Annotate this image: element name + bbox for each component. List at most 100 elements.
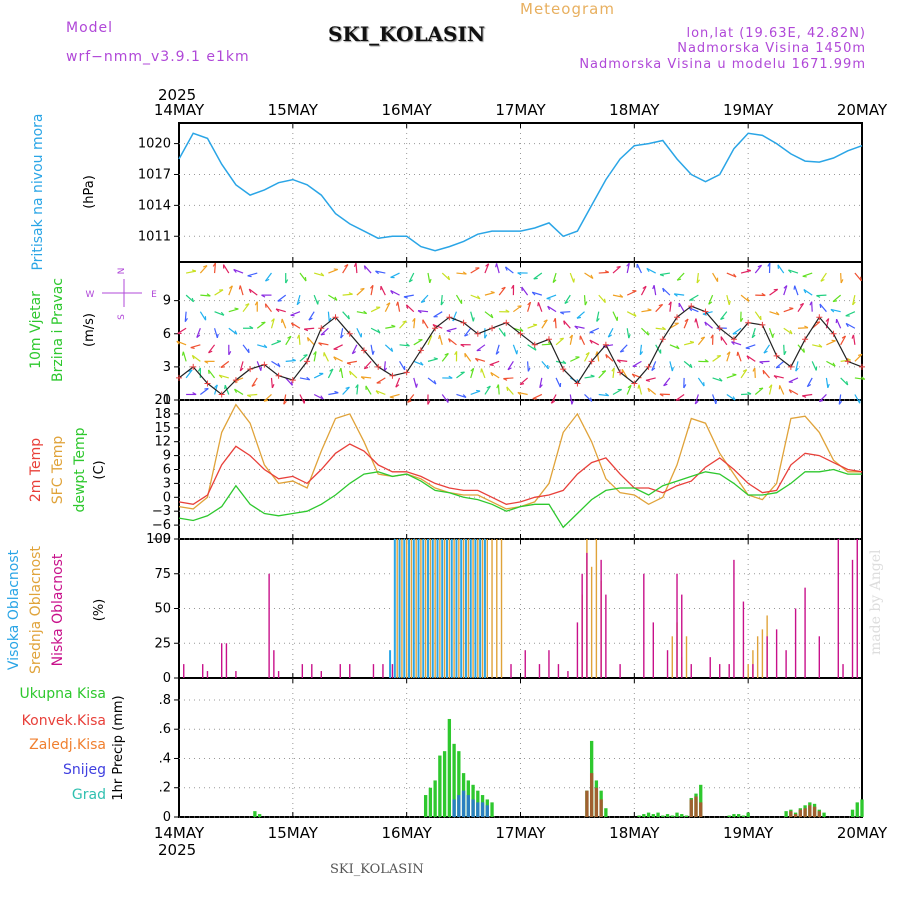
wind-arrow <box>228 285 233 296</box>
wind-arrow-head <box>627 384 632 389</box>
bar-precip-total <box>651 814 655 817</box>
wind-arrow-head <box>276 340 281 342</box>
wind-arrow-head <box>218 374 223 379</box>
wind-arrow <box>626 311 637 317</box>
wind-arrow <box>242 303 250 313</box>
wind-arrow <box>299 377 310 381</box>
wind-gust-marker <box>176 374 182 381</box>
wind-arrow-head <box>732 373 737 376</box>
wind-arrow-head <box>501 286 506 290</box>
wind-arrow-head <box>840 279 844 284</box>
wind-arrow-head <box>537 302 540 307</box>
meteogram-label: Meteogram <box>520 0 615 18</box>
series-line-pressure <box>178 132 863 252</box>
wind-arrow <box>598 393 609 397</box>
wind-arrow-head <box>460 344 465 348</box>
wind-arrow <box>470 294 481 300</box>
wind-arrow <box>464 352 472 362</box>
wind-arrow <box>569 394 573 405</box>
wind-arrow-head <box>642 285 647 289</box>
wind-arrow <box>385 325 396 329</box>
bar-precip-convective <box>793 814 798 817</box>
wind-arrow-head <box>559 337 564 340</box>
wind-arrow <box>363 360 372 370</box>
bar-precip-total <box>675 812 679 817</box>
y-tick-label: 6 <box>163 327 171 342</box>
wind-arrow <box>537 302 543 312</box>
wind-arrow-head <box>671 367 674 372</box>
wind-arrow <box>228 308 239 313</box>
wind-arrow <box>659 272 671 276</box>
wind-arrow <box>185 294 194 303</box>
wind-arrow <box>564 294 571 304</box>
wind-arrow-head <box>333 356 337 361</box>
wind-arrow <box>726 272 737 278</box>
panel-clouds: 0 25 50 75 100 <box>146 532 863 686</box>
wind-arrow <box>688 307 699 313</box>
wind-gust-marker <box>375 363 382 370</box>
wind-arrow <box>495 263 500 274</box>
wind-arrow-head <box>261 321 266 324</box>
wind-arrow <box>484 311 494 319</box>
wind-arrow <box>356 311 367 315</box>
wind-arrow-head <box>838 400 843 405</box>
wind-arrow <box>726 294 730 305</box>
y-tick-label: .8 <box>159 693 171 708</box>
wind-arrow <box>712 355 722 362</box>
wind-arrow <box>632 360 642 367</box>
wind-arrow-head <box>247 275 252 278</box>
wind-arrow-head <box>390 290 394 295</box>
wind-arrow-head <box>773 375 778 379</box>
wind-arrow <box>797 344 805 353</box>
wind-arrow <box>647 387 657 395</box>
wind-arrow <box>290 311 301 316</box>
wind-arrow-head <box>421 300 426 304</box>
wind-arrow <box>234 388 244 395</box>
wind-arrow-head <box>832 300 838 303</box>
wind-arrow-head <box>476 295 481 300</box>
y-tick-label: 3 <box>163 360 171 375</box>
wind-arrow <box>342 293 353 296</box>
wind-arrow-head <box>220 311 225 316</box>
bar-precip-total <box>428 787 433 817</box>
wind-arrow <box>281 318 287 329</box>
x-tick-label-top: 19MAY <box>723 101 774 119</box>
wind-axis-label-2: Brzina i Pravac <box>50 278 66 382</box>
wind-arrow-head <box>590 274 594 279</box>
wind-arrow <box>563 320 571 329</box>
wind-arrow <box>356 384 359 395</box>
wind-arrow <box>242 344 250 354</box>
wind-arrow <box>484 385 491 395</box>
wind-gust-marker <box>460 319 467 326</box>
wind-arrow <box>570 356 580 362</box>
wind-arrow <box>370 306 381 313</box>
wind-arrow <box>490 371 500 379</box>
wind-arrow-head <box>507 367 512 371</box>
wind-arrow <box>769 288 779 296</box>
wind-arrow <box>527 361 529 372</box>
y-tick-label: .2 <box>159 781 171 796</box>
wind-arrow-head <box>196 334 201 339</box>
bar-precip-total <box>253 811 257 817</box>
bar-precip-total <box>860 799 864 817</box>
bar-precip-convective <box>594 787 599 817</box>
wind-arrow-head <box>333 268 338 271</box>
wind-arrow-head <box>571 400 574 405</box>
wind-arrow <box>663 377 671 387</box>
wind-arrow-head <box>689 340 694 343</box>
wind-gust-marker <box>318 325 325 332</box>
wind-arrow <box>788 377 799 383</box>
temp-axis-label-2: SFC Temp <box>50 436 66 505</box>
y-tick-label: 12 <box>154 435 171 450</box>
wind-arrow <box>191 354 201 362</box>
bar-precip-total <box>661 815 665 817</box>
wind-arrow <box>754 264 763 274</box>
wind-arrow-head <box>733 273 737 278</box>
wind-arrow-head <box>484 334 488 339</box>
wind-arrow <box>569 272 575 283</box>
wind-arrow-head <box>216 333 219 338</box>
wind-arrow-head <box>464 353 466 358</box>
wind-arrow-head <box>715 399 718 405</box>
wind-arrow <box>812 344 823 348</box>
wind-arrow <box>574 325 585 329</box>
